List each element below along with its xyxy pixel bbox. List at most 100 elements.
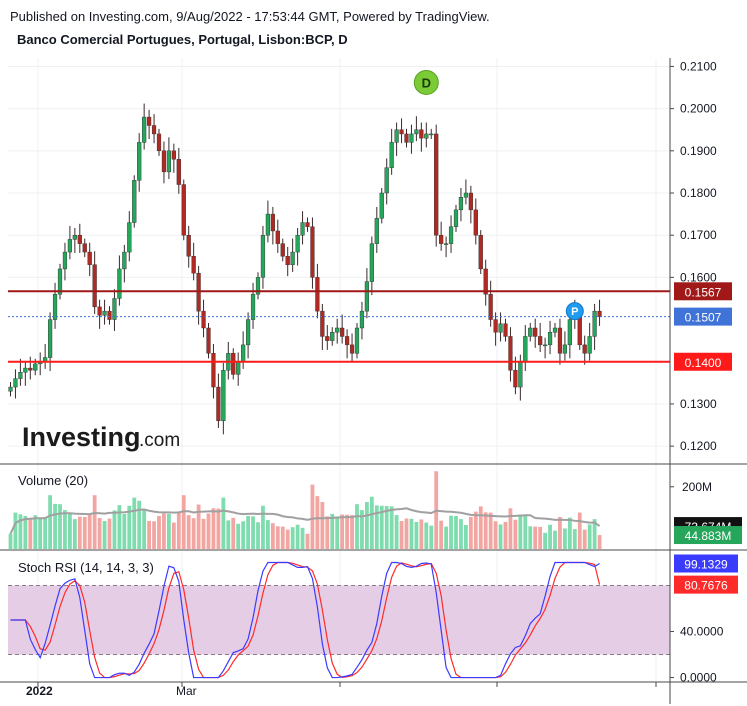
volume-bar [543, 532, 547, 549]
candle-body [335, 327, 340, 333]
candle [127, 211, 132, 262]
volume-bar [216, 508, 221, 549]
volume-bar [58, 504, 62, 549]
volume-bar [389, 506, 394, 549]
event-marker-D[interactable] [413, 69, 439, 95]
candle-body [206, 327, 211, 354]
candle-body [325, 336, 330, 341]
candle-body [28, 367, 33, 371]
candle [102, 299, 107, 325]
candle [409, 124, 414, 154]
level-badge-support [674, 352, 732, 371]
candle-body [364, 281, 369, 312]
volume-bar [548, 524, 552, 549]
volume-bar [33, 515, 38, 549]
candle [483, 259, 488, 306]
candle-body [483, 268, 488, 295]
volume-bar [374, 505, 379, 549]
candle-body [448, 226, 454, 244]
candle [146, 109, 152, 139]
volume-bar [444, 526, 448, 549]
candle-body [280, 243, 285, 257]
volume-bar [147, 521, 151, 549]
candle-body [23, 367, 28, 373]
candle-body [270, 213, 275, 232]
event-marker-P[interactable] [565, 302, 584, 321]
volume-bar [320, 502, 325, 549]
candle [340, 314, 345, 344]
volume-bar [365, 502, 369, 549]
candle [112, 289, 117, 331]
candle-body [137, 142, 142, 181]
volume-bar [206, 513, 211, 549]
volume-bar [102, 521, 107, 549]
candle [369, 236, 374, 296]
volume-bar [429, 525, 434, 549]
volume-bar [167, 513, 171, 549]
candle-body [156, 133, 162, 152]
volume-bar [236, 523, 241, 549]
candle [374, 206, 379, 253]
candle [265, 200, 270, 243]
candle-body [444, 243, 449, 245]
y-tick-label: 0.1900 [680, 144, 717, 158]
y-tick-label: 0.1700 [680, 228, 717, 242]
candle [18, 358, 23, 386]
candle-body [107, 310, 112, 320]
candle-body [320, 310, 325, 337]
level-badge-last [674, 307, 732, 326]
candle [300, 211, 305, 245]
candle-body [285, 256, 290, 265]
volume-bar [414, 521, 419, 549]
candle [547, 320, 553, 355]
volume-bar [186, 515, 191, 549]
candle [399, 118, 404, 144]
candle [463, 179, 468, 205]
x-tick-label: Mar [176, 684, 197, 698]
candle-body [181, 184, 186, 236]
volume-bar [280, 526, 285, 549]
candle-body [419, 129, 424, 139]
candle-body [409, 133, 414, 143]
candle [82, 238, 87, 258]
candle [23, 360, 28, 386]
volume-bar [196, 504, 201, 549]
candle-body [231, 353, 236, 375]
volume-bar [335, 516, 340, 549]
candle [305, 217, 310, 232]
candle-body [211, 353, 216, 388]
candle-body [260, 234, 266, 278]
stoch-tick-label: 40.0000 [680, 625, 724, 639]
candle-body [255, 277, 261, 295]
candle-body [354, 327, 360, 354]
candle [538, 322, 543, 353]
candle [592, 303, 597, 350]
candle-body [597, 310, 602, 317]
candle [379, 187, 384, 224]
candle-body [102, 310, 107, 316]
volume-bar [528, 526, 533, 549]
volume-bar [300, 527, 305, 549]
candle [280, 238, 285, 262]
stoch-value-d: 80.7676 [684, 579, 728, 593]
volume-bar [181, 495, 186, 549]
stoch-title: Stoch RSI (14, 14, 3, 3) [18, 560, 154, 575]
volume-bar [384, 506, 389, 549]
candle-body [142, 116, 147, 143]
candle [330, 327, 335, 346]
volume-title: Volume (20) [18, 473, 88, 488]
candle [345, 329, 350, 359]
candle [176, 147, 181, 194]
candle-body [245, 319, 251, 346]
volume-bar [558, 516, 562, 549]
volume-bar [241, 521, 246, 549]
volume-bar [18, 514, 23, 549]
volume-bar [379, 505, 384, 549]
candle [453, 204, 459, 232]
volume-bar [369, 496, 374, 549]
candle-body [146, 116, 152, 126]
candle-body [508, 336, 513, 371]
candle-body [176, 159, 181, 185]
candle-body [236, 361, 241, 375]
